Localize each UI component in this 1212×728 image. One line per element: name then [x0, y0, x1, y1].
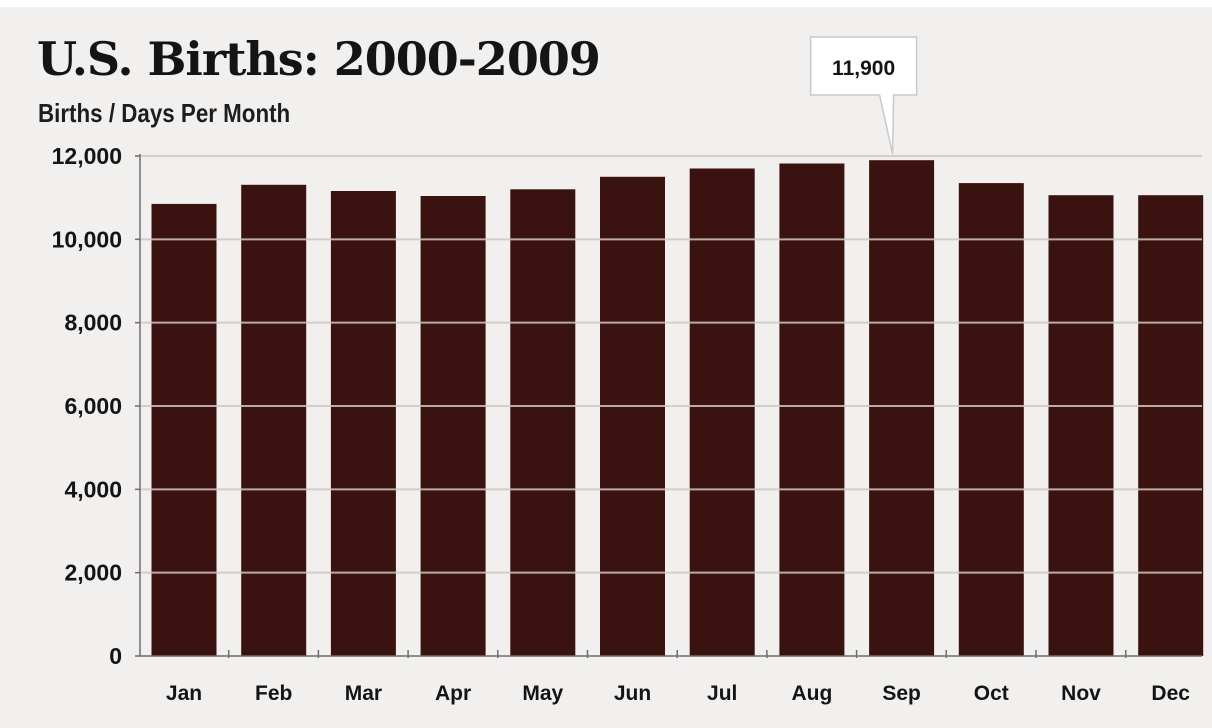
bar-apr: [420, 196, 486, 656]
x-tick-label: Nov: [1061, 682, 1101, 705]
chart-title: U.S. Births: 2000-2009: [37, 32, 601, 86]
bar-dec: [1138, 195, 1204, 656]
bar-may: [510, 189, 576, 657]
y-tick-label: 12,000: [52, 143, 122, 169]
x-tick-label: Feb: [255, 682, 292, 705]
bar-jun: [600, 176, 665, 657]
bar-mar: [330, 191, 396, 656]
x-tick-label: Oct: [974, 682, 1009, 705]
x-tick-label: Sep: [882, 682, 921, 705]
x-tick-label: Jun: [614, 682, 651, 705]
x-tick-label: Dec: [1151, 682, 1190, 705]
bar-feb: [241, 184, 307, 657]
y-tick-label: 6,000: [64, 393, 122, 419]
bar-sep: [869, 160, 935, 656]
bar-nov: [1048, 195, 1114, 656]
y-tick-label: 0: [109, 643, 122, 669]
annotation-label: 11,900: [832, 57, 895, 80]
x-tick-label: Mar: [345, 682, 382, 705]
y-tick-label: 8,000: [64, 310, 122, 336]
x-tick-label: Jan: [166, 682, 202, 705]
x-tick-label: Apr: [435, 682, 471, 705]
x-tick-label: Aug: [791, 682, 832, 705]
x-tick-label: Jul: [707, 682, 737, 705]
annotation-callout: [809, 36, 918, 155]
bar-aug: [779, 163, 845, 656]
bar-jan: [151, 203, 217, 656]
bar-jul: [689, 168, 755, 656]
bar-oct: [958, 183, 1024, 656]
x-tick-label: May: [522, 682, 563, 705]
y-tick-label: 2,000: [64, 560, 122, 586]
y-tick-label: 4,000: [64, 476, 122, 502]
y-tick-label: 10,000: [52, 226, 122, 252]
chart-subtitle: Births / Days Per Month: [38, 98, 291, 128]
